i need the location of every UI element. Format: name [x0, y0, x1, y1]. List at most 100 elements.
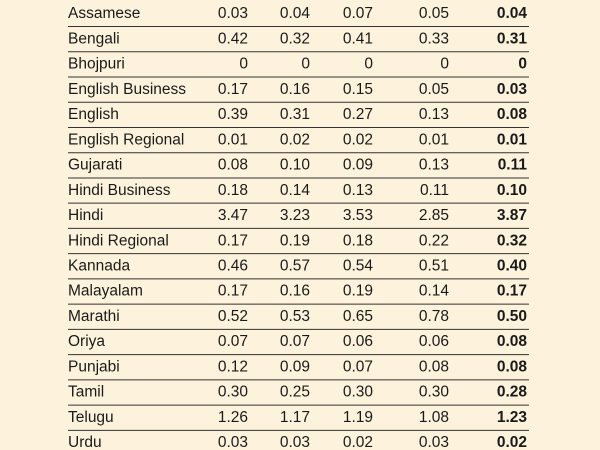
cell-value: 0.03 — [497, 81, 528, 98]
cell-value: 0.42 — [218, 30, 248, 47]
cell-value: 0.46 — [218, 257, 248, 274]
cell-value: 0 — [364, 56, 373, 73]
cell-value: 0.06 — [419, 333, 449, 350]
cell-value: 0.08 — [497, 106, 528, 123]
cell-value: 2.85 — [419, 207, 449, 224]
cell-value: 0.08 — [497, 333, 528, 350]
cell-value: 0.41 — [343, 30, 373, 47]
cell-value: 0.32 — [280, 30, 310, 47]
cell-value: 0.17 — [497, 283, 527, 300]
cell-value: 1.08 — [419, 409, 449, 426]
cell-value: 0.01 — [497, 131, 528, 148]
row-label: Kannada — [68, 257, 130, 274]
cell-value: 0.09 — [280, 358, 310, 375]
cell-value: 0.03 — [280, 434, 310, 450]
cell-value: 0.08 — [419, 358, 449, 375]
cell-value: 0.13 — [343, 182, 373, 199]
cell-value: 0.53 — [280, 308, 310, 325]
cell-value: 0.15 — [343, 81, 373, 98]
cell-value: 0.40 — [497, 257, 527, 274]
cell-value: 0.12 — [218, 358, 248, 375]
cell-value: 0.04 — [497, 5, 528, 22]
cell-value: 0.08 — [218, 157, 248, 174]
cell-value: 0.13 — [419, 106, 449, 123]
cell-value: 0.16 — [280, 81, 310, 98]
cell-value: 0.03 — [218, 434, 248, 450]
cell-value: 0.30 — [419, 384, 450, 401]
cell-value: 0.19 — [343, 283, 373, 300]
cell-value: 0.07 — [343, 5, 373, 22]
cell-value: 0.01 — [419, 131, 449, 148]
cell-value: 0.54 — [343, 257, 374, 274]
cell-value: 0.04 — [280, 5, 311, 22]
cell-value: 0.17 — [218, 283, 248, 300]
cell-value: 0.13 — [419, 157, 449, 174]
row-label: Assamese — [68, 5, 140, 22]
cell-value: 0.65 — [343, 308, 373, 325]
cell-value: 0.17 — [218, 232, 248, 249]
cell-value: 0.51 — [419, 257, 449, 274]
cell-value: 3.87 — [497, 207, 527, 224]
cell-value: 0.78 — [419, 308, 449, 325]
cell-value: 0.30 — [218, 384, 249, 401]
row-label: Tamil — [68, 384, 104, 401]
row-label: Punjabi — [68, 358, 120, 375]
cell-value: 0.18 — [343, 232, 373, 249]
cell-value: 0.33 — [419, 30, 449, 47]
cell-value: 0 — [518, 56, 527, 73]
row-label: Hindi Business — [68, 182, 171, 199]
cell-value: 0.07 — [218, 333, 248, 350]
cell-value: 3.47 — [218, 207, 248, 224]
row-label: Bengali — [68, 30, 120, 47]
cell-value: 0.52 — [218, 308, 248, 325]
cell-value: 0.03 — [419, 434, 449, 450]
cell-value: 0.17 — [218, 81, 248, 98]
row-label: Bhojpuri — [68, 56, 125, 73]
cell-value: 0.05 — [419, 5, 449, 22]
row-label: English Business — [68, 81, 186, 98]
cell-value: 0.18 — [218, 182, 248, 199]
cell-value: 0.14 — [419, 283, 450, 300]
cell-value: 0.50 — [497, 308, 527, 325]
cell-value: 0.22 — [419, 232, 449, 249]
cell-value: 3.23 — [280, 207, 310, 224]
cell-value: 0.31 — [280, 106, 310, 123]
cell-value: 0.06 — [343, 333, 373, 350]
cell-value: 0.02 — [343, 131, 373, 148]
cell-value: 0 — [440, 56, 449, 73]
cell-value: 0.01 — [218, 131, 248, 148]
cell-value: 0.19 — [280, 232, 310, 249]
cell-value: 0.10 — [280, 157, 311, 174]
row-label: English Regional — [68, 131, 184, 148]
cell-value: 1.19 — [343, 409, 373, 426]
cell-value: 0.05 — [419, 81, 449, 98]
cell-value: 0.25 — [280, 384, 310, 401]
row-label: Oriya — [68, 333, 105, 350]
cell-value: 0.31 — [497, 30, 528, 47]
row-label: Marathi — [68, 308, 120, 325]
cell-value: 0.02 — [343, 434, 373, 450]
cell-value: 1.26 — [218, 409, 248, 426]
cell-value: 1.23 — [497, 409, 528, 426]
cell-value: 0.11 — [498, 157, 528, 174]
cell-value: 0.10 — [497, 182, 527, 199]
cell-value: 0.08 — [497, 358, 528, 375]
cell-value: 0.30 — [343, 384, 374, 401]
cell-value: 0.16 — [280, 283, 310, 300]
cell-value: 1.17 — [280, 409, 310, 426]
cell-value: 0.11 — [420, 182, 449, 199]
cell-value: 0 — [301, 56, 310, 73]
cell-value: 0.02 — [497, 434, 527, 450]
cell-value: 0.09 — [343, 157, 373, 174]
cell-value: 0.32 — [497, 232, 527, 249]
row-label: Urdu — [68, 434, 102, 450]
cell-value: 0.03 — [218, 5, 248, 22]
cell-value: 0.39 — [218, 106, 248, 123]
cell-value: 0.28 — [497, 384, 528, 401]
cell-value: 0.57 — [280, 257, 310, 274]
row-label: Gujarati — [68, 157, 122, 174]
cell-value: 3.53 — [343, 207, 373, 224]
row-label: Telugu — [68, 409, 114, 426]
cell-value: 0 — [239, 56, 248, 73]
